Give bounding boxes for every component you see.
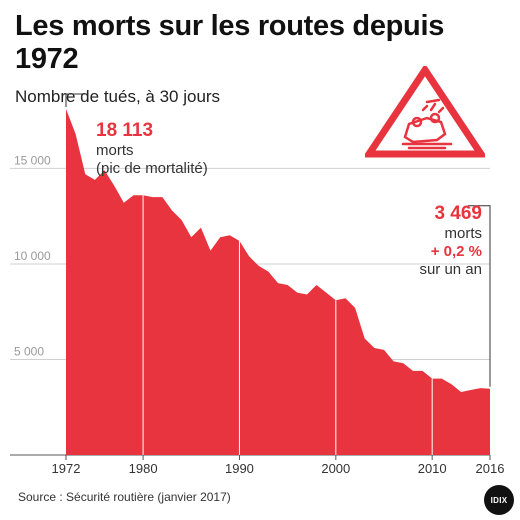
last-value-annotation: 3 469 morts + 0,2 % sur un an	[419, 203, 482, 279]
source-note: Source : Sécurité routière (janvier 2017…	[18, 490, 231, 504]
x-tick-label: 2010	[418, 461, 447, 476]
deaths-area-series	[66, 108, 490, 456]
last-leader-line	[468, 205, 491, 387]
peak-unit: morts	[96, 142, 134, 159]
x-tick-label: 1990	[225, 461, 254, 476]
peak-value: 18 113	[96, 120, 154, 141]
road-danger-triangle-icon	[365, 66, 485, 158]
y-tick-label: 5 000	[14, 344, 44, 358]
peak-leader-line	[65, 93, 88, 107]
y-tick-label: 10 000	[14, 249, 51, 263]
last-unit: morts	[444, 225, 483, 242]
x-tick-label: 1972	[52, 461, 81, 476]
chart-title: Les morts sur les routes depuis 1972	[15, 10, 445, 75]
peak-note: (pic de mortalité)	[96, 160, 208, 177]
x-tick-label: 2000	[321, 461, 350, 476]
last-change: + 0,2 %	[430, 243, 482, 260]
last-change-note: sur un an	[419, 261, 482, 278]
peak-annotation: 18 113 morts (pic de mortalité)	[96, 120, 208, 178]
x-tick-label: 1980	[129, 461, 158, 476]
y-tick-label: 15 000	[14, 153, 51, 167]
x-tick-label: 2016	[476, 461, 505, 476]
idix-logo: IDIX	[484, 485, 514, 515]
last-value: 3 469	[434, 203, 482, 224]
